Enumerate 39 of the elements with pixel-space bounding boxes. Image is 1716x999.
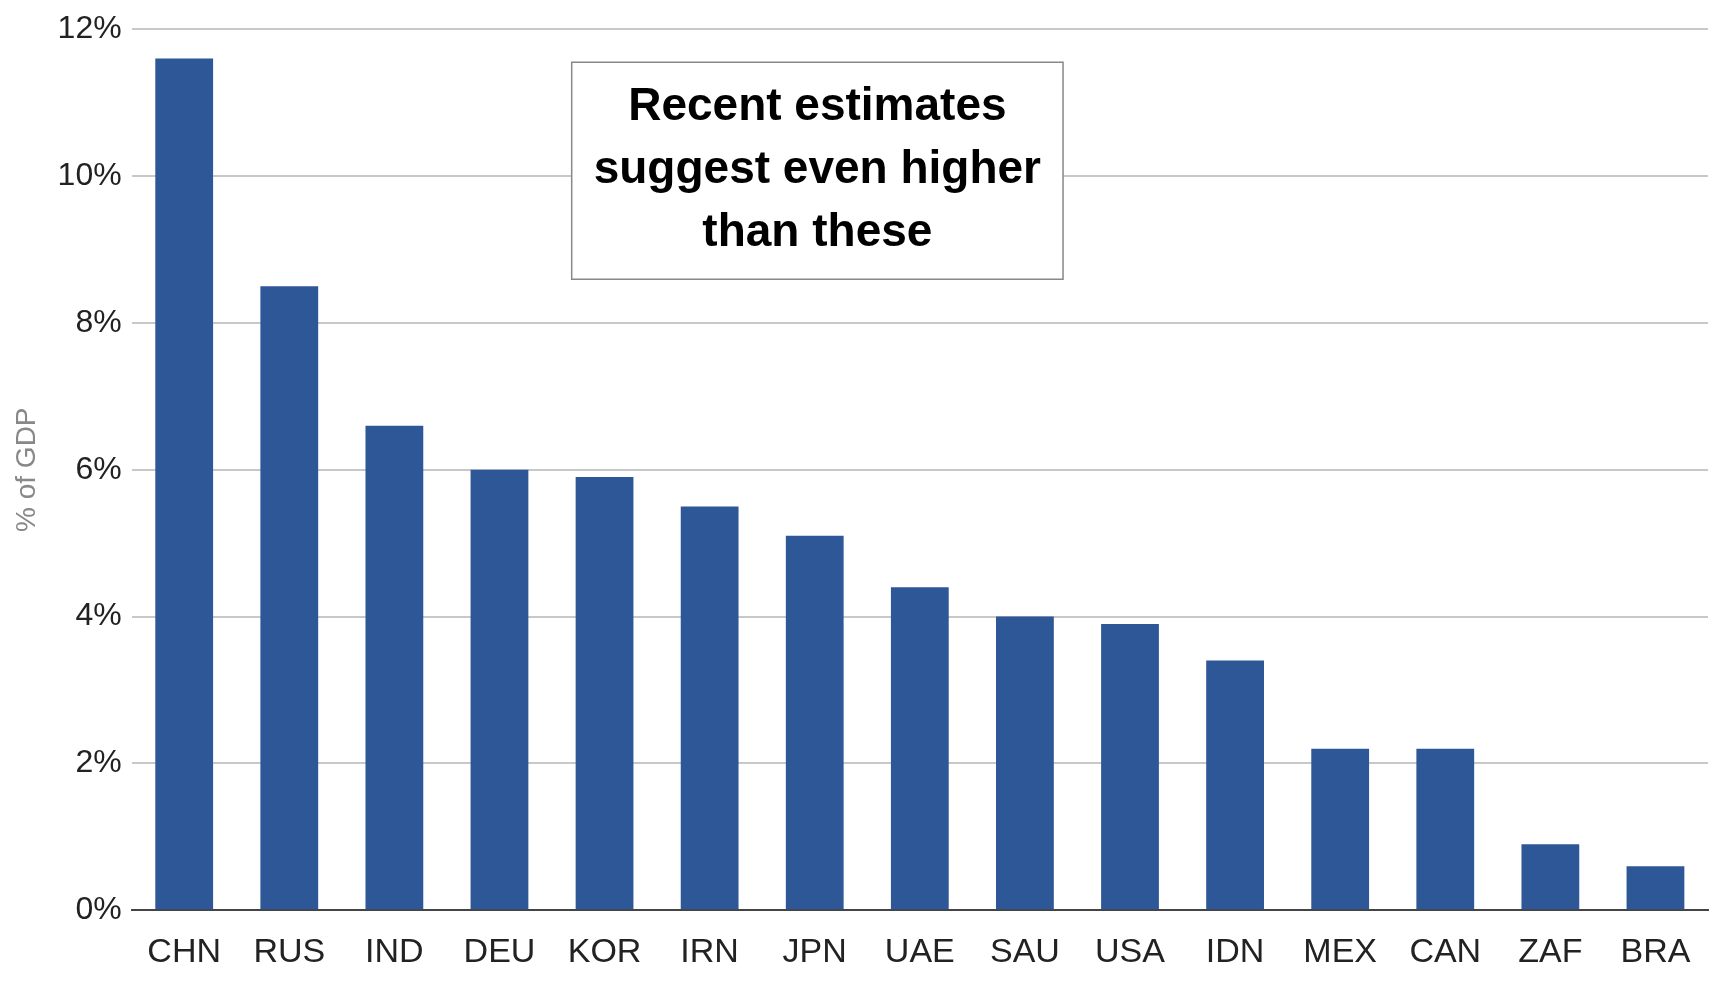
y-tick-label: 6% bbox=[75, 449, 122, 486]
bar bbox=[996, 616, 1054, 910]
x-tick-label: CAN bbox=[1409, 930, 1482, 969]
bar bbox=[1206, 660, 1264, 910]
bar bbox=[890, 587, 949, 910]
x-tick-label: IDN bbox=[1205, 930, 1265, 969]
bar bbox=[365, 425, 424, 910]
y-tick-label: 8% bbox=[75, 302, 122, 339]
x-tick-label: JPN bbox=[782, 930, 847, 969]
bar bbox=[785, 535, 844, 910]
annotation: Recent estimates suggest even higher than these bbox=[593, 78, 1042, 257]
x-tick-label: RUS bbox=[253, 930, 326, 969]
y-tick-label: 4% bbox=[75, 596, 122, 633]
bar bbox=[1416, 748, 1475, 910]
y-tick-label: 2% bbox=[75, 743, 122, 780]
bar bbox=[470, 469, 529, 910]
x-tick-label: MEX bbox=[1303, 930, 1378, 969]
x-tick-label: ZAF bbox=[1518, 930, 1583, 969]
bar bbox=[1311, 748, 1370, 910]
bar bbox=[260, 286, 319, 910]
bar bbox=[1521, 844, 1580, 910]
bar bbox=[1626, 866, 1685, 910]
x-tick-label: KOR bbox=[567, 930, 642, 969]
x-tick-label: UAE bbox=[884, 930, 955, 969]
x-tick-label: CHN bbox=[147, 930, 222, 969]
x-tick-label: IND bbox=[365, 930, 424, 969]
y-tick-label: 10% bbox=[57, 155, 122, 192]
x-tick-label: SAU bbox=[989, 930, 1060, 969]
y-tick-label: 0% bbox=[75, 890, 122, 927]
x-tick-label: USA bbox=[1095, 930, 1166, 969]
y-axis-title: % of GDP bbox=[9, 407, 41, 532]
x-tick-label: IRN bbox=[680, 930, 739, 969]
x-tick-label: DEU bbox=[463, 930, 536, 969]
bar bbox=[1101, 623, 1159, 910]
bar bbox=[155, 58, 214, 910]
bar bbox=[680, 506, 739, 910]
bar bbox=[575, 477, 634, 910]
x-tick-label: BRA bbox=[1620, 930, 1691, 969]
y-tick-label: 12% bbox=[57, 9, 122, 46]
